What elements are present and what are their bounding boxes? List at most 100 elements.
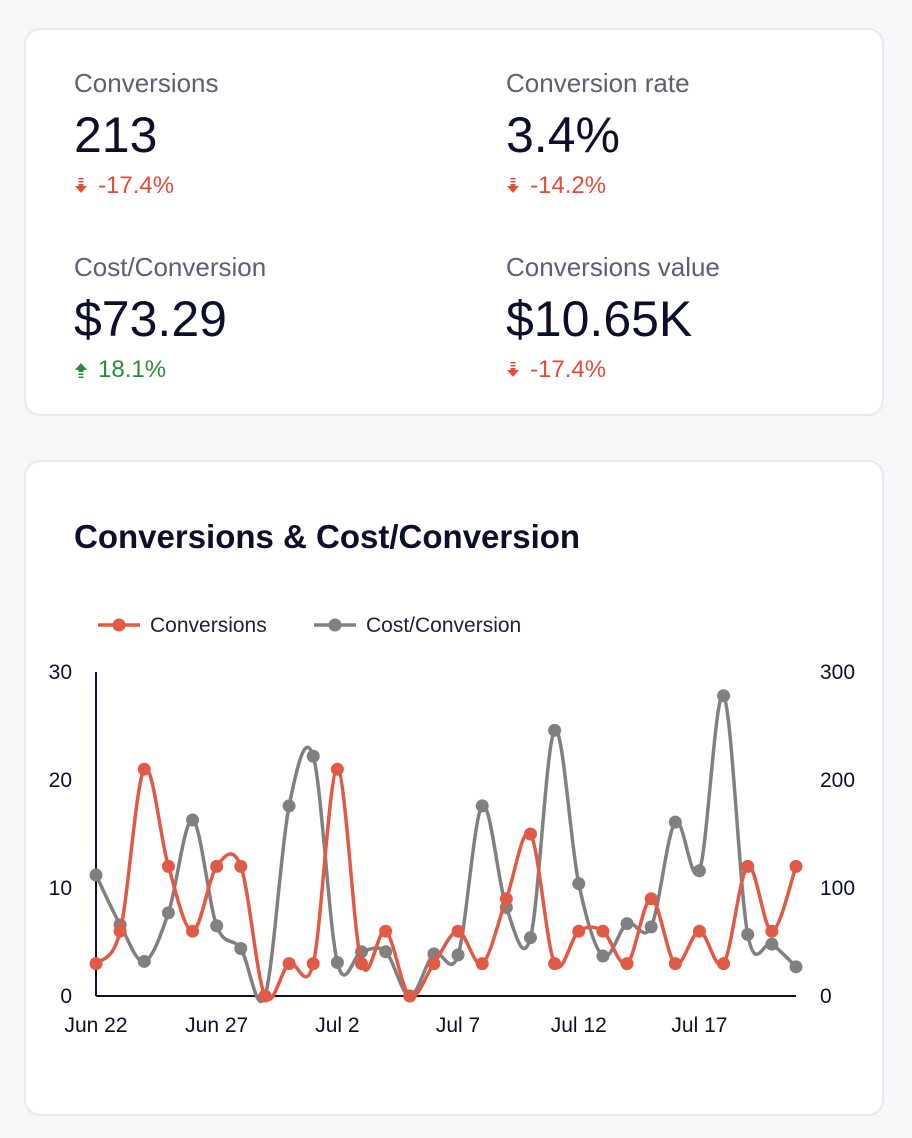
data-point-cost-conversion — [330, 956, 344, 970]
y-right-tick-label: 300 — [820, 661, 855, 684]
data-point-conversions — [306, 957, 320, 971]
kpi-label: Conversions value — [506, 252, 720, 282]
data-point-cost-conversion — [451, 948, 465, 962]
data-point-conversions — [330, 762, 344, 776]
data-point-conversions — [596, 924, 610, 938]
data-point-conversions — [741, 859, 755, 873]
kpi-conversion-rate[interactable]: Conversion rate 3.4% -14.2% — [506, 70, 886, 198]
data-point-cost-conversion — [644, 920, 658, 934]
data-point-conversions — [282, 957, 296, 971]
data-point-conversions — [717, 957, 731, 971]
data-point-conversions — [620, 957, 634, 971]
y-right-tick-label: 0 — [820, 985, 832, 1008]
y-left-tick-label: 20 — [49, 769, 72, 792]
legend-conversions-swatch-dot — [112, 618, 126, 632]
data-point-cost-conversion — [620, 917, 634, 931]
kpi-delta: -17.4% — [74, 174, 454, 198]
data-point-cost-conversion — [741, 927, 755, 941]
data-point-conversions — [789, 859, 803, 873]
kpi-delta-text: -17.4% — [98, 172, 175, 199]
data-point-cost-conversion — [186, 813, 200, 827]
y-left-tick-label: 30 — [49, 661, 72, 684]
legend-conversions-label: Conversions — [150, 614, 267, 637]
data-point-conversions — [668, 957, 682, 971]
data-point-cost-conversion — [523, 931, 537, 945]
x-tick-label: Jun 22 — [64, 1014, 127, 1037]
data-point-conversions — [258, 989, 272, 1003]
chart-title: Conversions & Cost/Conversion — [74, 518, 581, 555]
x-tick-label: Jun 27 — [185, 1014, 248, 1037]
data-point-conversions — [89, 957, 103, 971]
arrow-down-icon — [74, 177, 98, 195]
data-point-conversions — [765, 924, 779, 938]
x-tick-label: Jul 12 — [551, 1014, 607, 1037]
data-point-cost-conversion — [717, 689, 731, 703]
y-right-tick-label: 100 — [820, 877, 855, 900]
kpi-delta: 18.1% — [74, 358, 454, 382]
data-point-conversions — [499, 892, 513, 906]
kpi-conversions[interactable]: Conversions 213 -17.4% — [74, 70, 454, 198]
data-point-conversions — [403, 989, 417, 1003]
data-point-cost-conversion — [210, 919, 224, 933]
kpi-value: 3.4% — [506, 107, 620, 163]
data-point-conversions — [548, 957, 562, 971]
legend-cost-per-conversion-swatch-dot — [328, 618, 342, 632]
data-point-conversions — [379, 924, 393, 938]
data-point-cost-conversion — [89, 868, 103, 882]
data-point-conversions — [186, 924, 200, 938]
kpi-label: Cost/Conversion — [74, 252, 267, 282]
legend-cost-per-conversion-label: Cost/Conversion — [366, 614, 521, 637]
data-point-cost-conversion — [548, 723, 562, 737]
data-point-conversions — [475, 957, 489, 971]
data-point-conversions — [523, 827, 537, 841]
y-left-tick-label: 10 — [49, 877, 72, 900]
kpi-conversions-value[interactable]: Conversions value $10.65K -17.4% — [506, 254, 886, 382]
data-point-cost-conversion — [379, 945, 393, 959]
data-point-cost-conversion — [137, 954, 151, 968]
data-point-conversions — [355, 957, 369, 971]
arrow-up-icon — [74, 361, 98, 379]
data-point-conversions — [210, 859, 224, 873]
kpi-delta-text: 18.1% — [98, 356, 167, 383]
data-point-conversions — [137, 762, 151, 776]
series-line-conversions — [94, 766, 798, 1002]
data-point-conversions — [161, 859, 175, 873]
kpi-delta-text: -17.4% — [530, 356, 607, 383]
kpi-cost-per-conversion[interactable]: Cost/Conversion $73.29 18.1% — [74, 254, 454, 382]
y-left-tick-label: 0 — [60, 985, 72, 1008]
data-point-cost-conversion — [234, 941, 248, 955]
data-point-conversions — [427, 957, 441, 971]
data-point-conversions — [234, 859, 248, 873]
data-point-cost-conversion — [789, 960, 803, 974]
data-point-conversions — [113, 924, 127, 938]
x-tick-label: Jul 2 — [315, 1014, 359, 1037]
data-point-cost-conversion — [668, 815, 682, 829]
data-point-cost-conversion — [765, 937, 779, 951]
kpi-card: Conversions 213 -17.4% Conversion rate 3… — [24, 28, 884, 416]
kpi-value: $10.65K — [506, 291, 693, 347]
data-point-cost-conversion — [282, 799, 296, 813]
data-point-conversions — [451, 924, 465, 938]
kpi-delta-text: -14.2% — [530, 172, 607, 199]
data-point-cost-conversion — [692, 864, 706, 878]
arrow-down-icon — [506, 361, 530, 379]
data-point-cost-conversion — [572, 877, 586, 891]
data-point-cost-conversion — [475, 799, 489, 813]
kpi-value: 213 — [74, 107, 158, 163]
kpi-delta: -17.4% — [506, 358, 886, 382]
kpi-label: Conversions — [74, 68, 219, 98]
data-point-cost-conversion — [161, 906, 175, 920]
data-point-conversions — [692, 924, 706, 938]
data-point-conversions — [572, 924, 586, 938]
x-tick-label: Jul 7 — [436, 1014, 480, 1037]
kpi-delta: -14.2% — [506, 174, 886, 198]
series-line-cost-conversion — [94, 693, 798, 1004]
data-point-conversions — [644, 892, 658, 906]
data-point-cost-conversion — [306, 749, 320, 763]
chart-card: Conversions & Cost/Conversion 0 10 20 30 0 10… — [24, 460, 884, 1116]
kpi-label: Conversion rate — [506, 68, 690, 98]
x-tick-label: Jul 17 — [671, 1014, 727, 1037]
arrow-down-icon — [506, 177, 530, 195]
y-right-tick-label: 200 — [820, 769, 855, 792]
